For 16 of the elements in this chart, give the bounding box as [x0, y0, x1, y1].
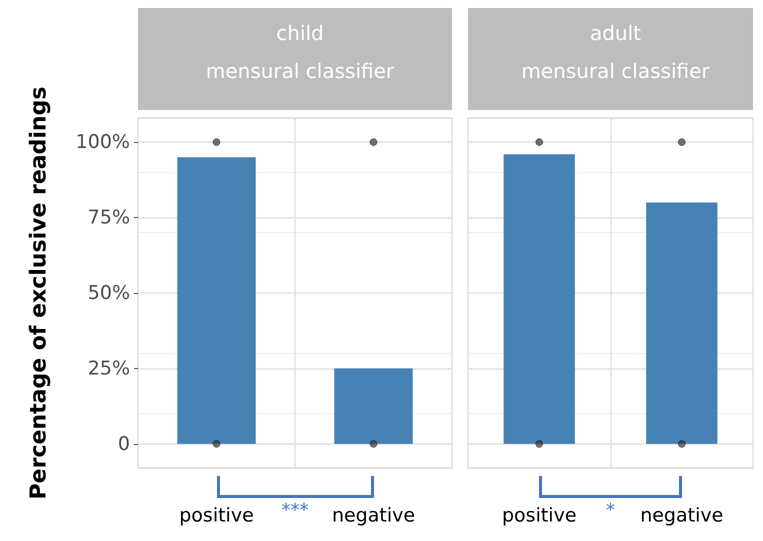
y-tick-label: 0: [118, 432, 130, 455]
x-tick-label: negative: [332, 504, 416, 526]
x-tick-label: positive: [502, 504, 577, 526]
chart-subtitle: mensural classifier: [521, 59, 710, 83]
y-axis-title: Percentage of exclusive readings: [26, 86, 52, 500]
x-tick-label: negative: [640, 504, 724, 526]
text: ***: [282, 500, 308, 521]
y-tick-label: 50%: [88, 282, 130, 304]
y-tick-label: 100%: [76, 131, 130, 154]
chart-title: adult: [590, 21, 642, 45]
y-tick-label: 75%: [88, 206, 130, 229]
chart-subtitle: mensural classifier: [206, 59, 395, 83]
chart-title: child: [276, 21, 324, 45]
y-tick-label: 25%: [88, 357, 130, 380]
x-tick-label: positive: [179, 504, 254, 526]
text: *: [606, 500, 615, 521]
